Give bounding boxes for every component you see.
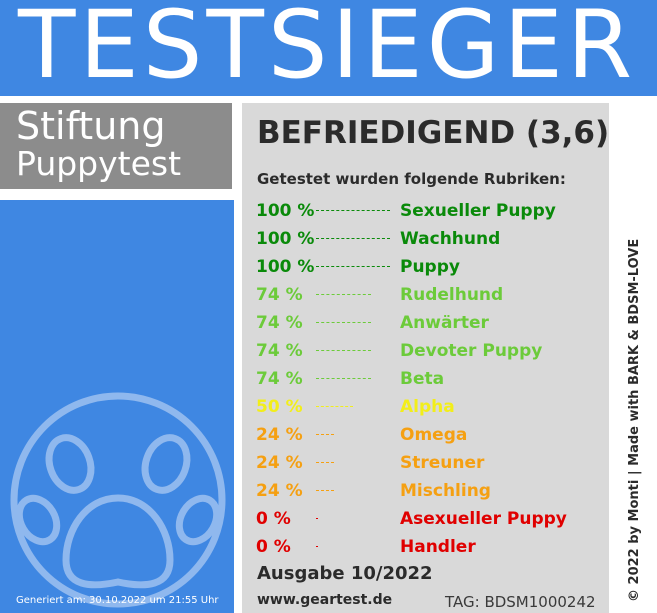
category-percent: 74 % — [256, 313, 303, 333]
category-score-line — [316, 378, 371, 379]
tag-label: TAG: BDSM1000242 — [445, 593, 596, 611]
category-score-line — [316, 434, 334, 435]
category-row: 100 % Wachhund — [0, 226, 600, 252]
category-score-line — [316, 210, 390, 211]
category-name: Asexueller Puppy — [400, 509, 567, 529]
category-score-line — [316, 462, 334, 463]
category-row: 24 % Streuner — [0, 450, 600, 476]
organization-box — [0, 103, 232, 189]
category-row: 74 % Anwärter — [0, 310, 600, 336]
organization-name-line2: Puppytest — [16, 144, 182, 183]
category-percent: 74 % — [256, 341, 303, 361]
generated-timestamp: Generiert am: 30.10.2022 um 21:55 Uhr — [16, 595, 219, 606]
category-row: 100 % Puppy — [0, 254, 600, 280]
category-name: Wachhund — [400, 229, 501, 249]
category-percent: 24 % — [256, 481, 303, 501]
category-name: Devoter Puppy — [400, 341, 543, 361]
category-percent: 74 % — [256, 369, 303, 389]
category-score-line — [316, 294, 371, 295]
categories-subtitle: Getestet wurden folgende Rubriken: — [257, 170, 566, 188]
category-score-line — [316, 266, 390, 267]
category-row: 74 % Rudelhund — [0, 282, 600, 308]
category-score-line — [316, 322, 371, 323]
copyright-text: © 2022 by Monti | Made with BARK & BDSM-… — [627, 238, 642, 602]
category-percent: 24 % — [256, 425, 303, 445]
category-row: 0 % Asexueller Puppy — [0, 506, 600, 532]
category-name: Anwärter — [400, 313, 489, 333]
copyright-note: © 2022 by Monti | Made with BARK & BDSM-… — [612, 212, 642, 610]
paw-icon — [10, 392, 226, 608]
category-row: 0 % Handler — [0, 534, 600, 560]
category-percent: 100 % — [256, 257, 315, 277]
category-row: 74 % Beta — [0, 366, 600, 392]
category-name: Sexueller Puppy — [400, 201, 556, 221]
rating-title: BEFRIEDIGEND (3,6) — [257, 115, 610, 151]
headline-banner: TESTSIEGER — [0, 0, 657, 100]
category-score-line — [316, 350, 371, 351]
category-percent: 74 % — [256, 285, 303, 305]
category-row: 100 % Sexueller Puppy — [0, 198, 600, 224]
website-link[interactable]: www.geartest.de — [257, 592, 393, 608]
category-name: Omega — [400, 425, 468, 445]
issue-label: Ausgabe 10/2022 — [257, 563, 433, 584]
category-percent: 100 % — [256, 229, 315, 249]
category-percent: 0 % — [256, 509, 291, 529]
category-row: 24 % Mischling — [0, 478, 600, 504]
category-score-line — [316, 406, 353, 407]
category-name: Streuner — [400, 453, 485, 473]
category-percent: 0 % — [256, 537, 291, 557]
category-row: 24 % Omega — [0, 422, 600, 448]
category-score-line — [316, 518, 318, 519]
category-name: Rudelhund — [400, 285, 504, 305]
category-score-line — [316, 238, 390, 239]
category-score-line — [316, 546, 318, 547]
category-percent: 50 % — [256, 397, 303, 417]
category-name: Alpha — [400, 397, 455, 417]
category-name: Beta — [400, 369, 445, 389]
category-row: 50 % Alpha — [0, 394, 600, 420]
result-card — [242, 103, 609, 613]
headline-title: TESTSIEGER — [18, 0, 637, 100]
organization-name-line1: Stiftung — [16, 104, 166, 148]
category-name: Mischling — [400, 481, 491, 501]
category-name: Handler — [400, 537, 476, 557]
category-score-line — [316, 490, 334, 491]
category-percent: 24 % — [256, 453, 303, 473]
category-name: Puppy — [400, 257, 460, 277]
category-percent: 100 % — [256, 201, 315, 221]
category-row: 74 % Devoter Puppy — [0, 338, 600, 364]
